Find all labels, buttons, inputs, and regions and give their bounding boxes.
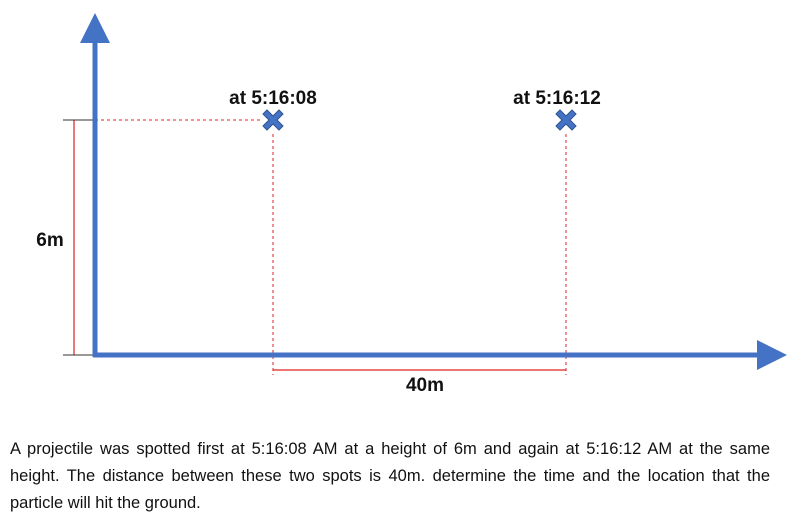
guides [95, 119, 567, 375]
problem-text: A projectile was spotted first at 5:16:0… [10, 440, 770, 512]
diagram: at 5:16:08 at 5:16:12 6m 40m [36, 13, 787, 396]
height-label: 6m [36, 230, 63, 251]
point-marker [555, 109, 577, 131]
distance-label: 40m [406, 375, 444, 396]
point-marker [262, 109, 284, 131]
point-label: at 5:16:08 [229, 88, 317, 109]
height-dimension [63, 119, 95, 356]
point-label: at 5:16:12 [513, 88, 601, 109]
